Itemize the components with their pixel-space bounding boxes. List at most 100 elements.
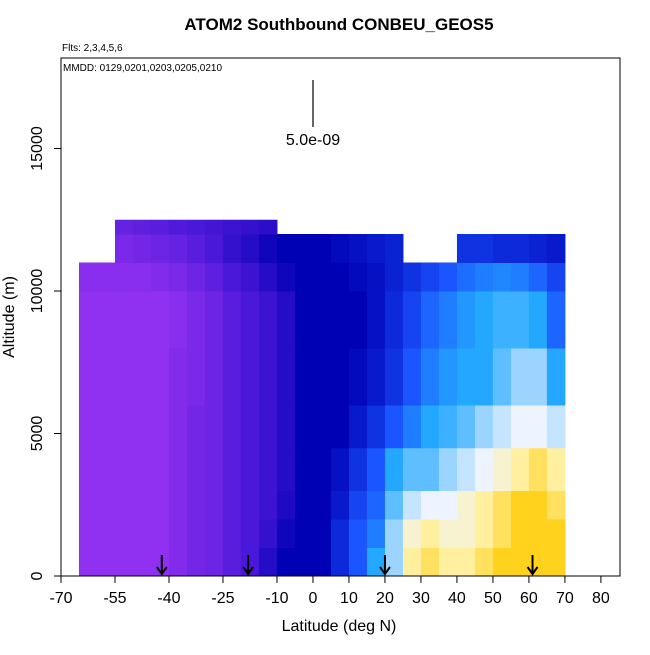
- heat-cell: [276, 518, 296, 548]
- heat-cell: [258, 447, 278, 491]
- heat-cell: [420, 347, 440, 406]
- heat-cell: [132, 233, 152, 263]
- heat-cell: [168, 233, 188, 263]
- heat-cell: [474, 347, 494, 406]
- heat-cell: [366, 490, 386, 520]
- heat-cell: [240, 518, 260, 548]
- heat-cell: [258, 347, 278, 406]
- heat-cell: [96, 262, 116, 292]
- heat-cell: [510, 347, 530, 406]
- heat-cell: [528, 233, 548, 263]
- heat-cell: [366, 404, 386, 449]
- heat-cell: [492, 404, 512, 449]
- heat-cell: [114, 447, 134, 491]
- heat-cell: [366, 347, 386, 406]
- subtitle: Flts: 2,3,4,5,6: [62, 43, 123, 54]
- heat-cell: [510, 518, 530, 548]
- annotation: MMDD: 0129,0201,0203,0205,0210: [63, 63, 222, 74]
- heat-cell: [78, 447, 98, 491]
- heat-cell: [312, 547, 332, 577]
- heat-cell: [438, 347, 458, 406]
- flight-arrow: [379, 555, 391, 576]
- heat-cell: [114, 518, 134, 548]
- heat-cell: [456, 233, 476, 263]
- heat-cell: [132, 447, 152, 491]
- x-tick-label: -55: [103, 590, 126, 607]
- heat-cell: [78, 404, 98, 449]
- heat-cell: [402, 262, 422, 292]
- heat-cell: [492, 490, 512, 520]
- heat-cell: [438, 404, 458, 449]
- y-axis-label: Altitude (m): [1, 276, 18, 358]
- x-axis-label: Latitude (deg N): [282, 618, 397, 635]
- heat-cell: [528, 347, 548, 406]
- x-tick-label: 40: [448, 590, 466, 607]
- heat-cell: [276, 233, 296, 263]
- heat-cell: [330, 290, 350, 349]
- heat-cell: [366, 290, 386, 349]
- heat-cell: [474, 490, 494, 520]
- heat-cell: [384, 547, 404, 577]
- heat-cell: [186, 233, 206, 263]
- x-tick-label: 20: [376, 590, 394, 607]
- heat-cell: [240, 347, 260, 406]
- scale-label: 5.0e-09: [286, 132, 340, 149]
- heat-cell: [438, 262, 458, 292]
- heat-cell: [96, 347, 116, 406]
- heat-cell: [312, 518, 332, 548]
- heat-cell: [474, 290, 494, 349]
- heat-cell: [546, 490, 566, 520]
- y-tick-label: 0: [29, 571, 46, 580]
- heat-cell: [510, 490, 530, 520]
- x-tick-label: 0: [309, 590, 318, 607]
- heat-cell: [384, 233, 404, 263]
- heat-cell: [204, 547, 224, 577]
- heat-cell: [384, 290, 404, 349]
- heat-cell: [438, 447, 458, 491]
- heat-cell: [348, 518, 368, 548]
- heat-cell: [258, 290, 278, 349]
- heat-cell: [330, 547, 350, 577]
- heat-cell: [114, 347, 134, 406]
- heat-cell: [510, 233, 530, 263]
- x-tick-label: 10: [340, 590, 358, 607]
- heat-cell: [546, 290, 566, 349]
- heat-cell: [528, 490, 548, 520]
- x-tick-label: -40: [157, 590, 180, 607]
- heatmap: [78, 219, 566, 577]
- heat-cell: [222, 233, 242, 263]
- heat-cell: [312, 233, 332, 263]
- heat-cell: [492, 447, 512, 491]
- heat-cell: [528, 262, 548, 292]
- heat-cell: [186, 447, 206, 491]
- heat-cell: [222, 219, 242, 235]
- x-tick-label: -10: [265, 590, 288, 607]
- heat-cell: [276, 262, 296, 292]
- heat-cell: [150, 219, 170, 235]
- heat-cell: [114, 547, 134, 577]
- heat-cell: [492, 233, 512, 263]
- heat-cell: [114, 490, 134, 520]
- heat-cell: [168, 490, 188, 520]
- heat-cell: [240, 290, 260, 349]
- heat-cell: [132, 219, 152, 235]
- heat-cell: [492, 262, 512, 292]
- heat-cell: [420, 547, 440, 577]
- heat-cell: [456, 490, 476, 520]
- heat-cell: [456, 262, 476, 292]
- heat-cell: [528, 404, 548, 449]
- heat-cell: [114, 233, 134, 263]
- heat-cell: [78, 290, 98, 349]
- heat-cell: [474, 404, 494, 449]
- plot-frame: [60, 57, 621, 577]
- heat-cell: [546, 404, 566, 449]
- heat-cell: [276, 347, 296, 406]
- heat-cell: [96, 547, 116, 577]
- heat-cell: [474, 518, 494, 548]
- heat-cell: [546, 447, 566, 491]
- heat-cell: [276, 447, 296, 491]
- heat-cell: [204, 219, 224, 235]
- heat-cell: [258, 490, 278, 520]
- heat-cell: [258, 219, 278, 235]
- heat-cell: [384, 447, 404, 491]
